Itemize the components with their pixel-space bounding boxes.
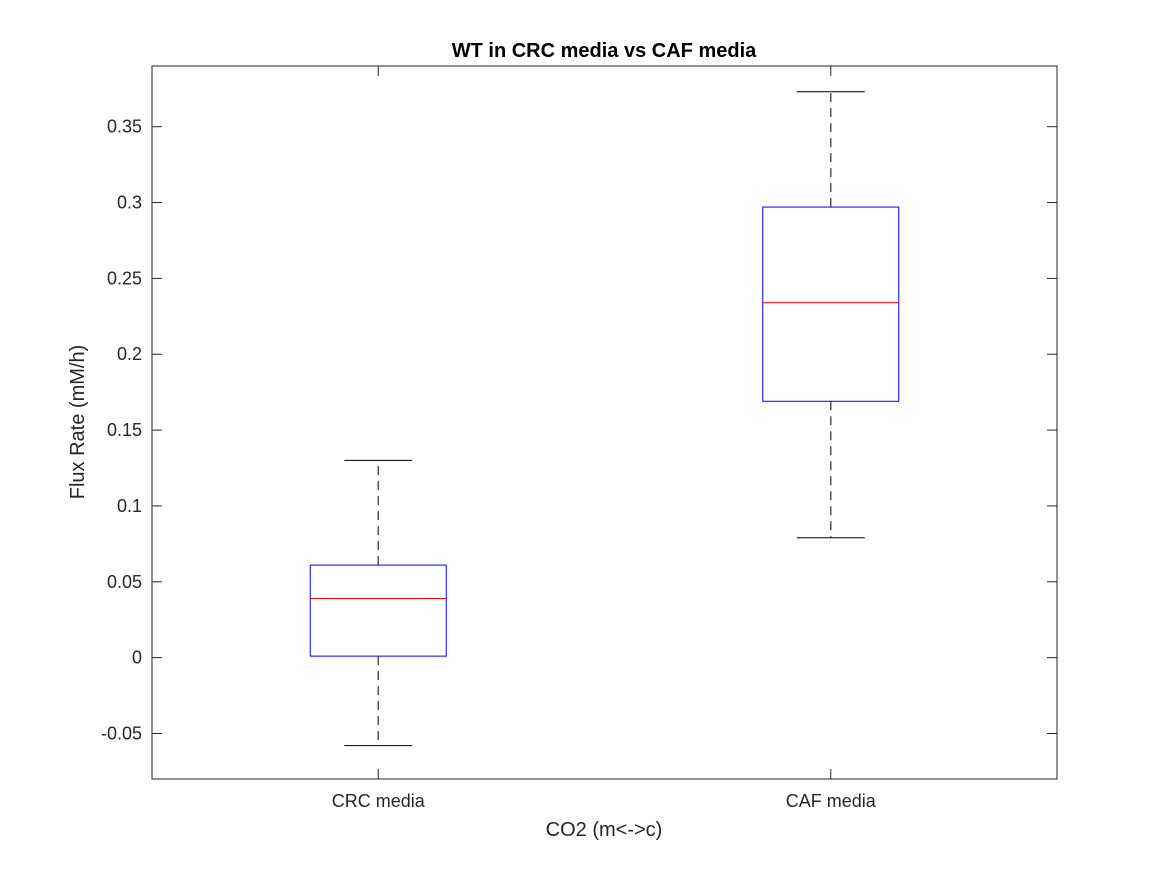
x-tick-label: CRC media (332, 791, 426, 811)
x-axis-label: CO2 (m<->c) (546, 819, 663, 841)
box-iqr (309, 564, 447, 657)
y-tick-label: 0.1 (117, 496, 142, 516)
y-tick-label: 0.25 (107, 268, 142, 288)
y-tick-label: 0.35 (107, 117, 142, 137)
y-tick-label: 0.05 (107, 572, 142, 592)
y-tick-label: 0.3 (117, 193, 142, 213)
chart-title: WT in CRC media vs CAF media (452, 40, 757, 62)
box-iqr (762, 206, 900, 402)
y-axis-label: Flux Rate (mM/h) (67, 345, 89, 499)
axes-frame (151, 65, 1058, 780)
y-tick-label: 0.15 (107, 420, 142, 440)
plot-area: -0.05 0 0.05 0.1 0.15 0.2 0.25 0.3 0.35 CRC media… (101, 65, 1058, 811)
y-tick-label: -0.05 (101, 723, 142, 743)
x-tick-label: CAF media (786, 791, 877, 811)
y-tick-label: 0 (132, 648, 142, 668)
y-tick-label: 0.2 (117, 344, 142, 364)
